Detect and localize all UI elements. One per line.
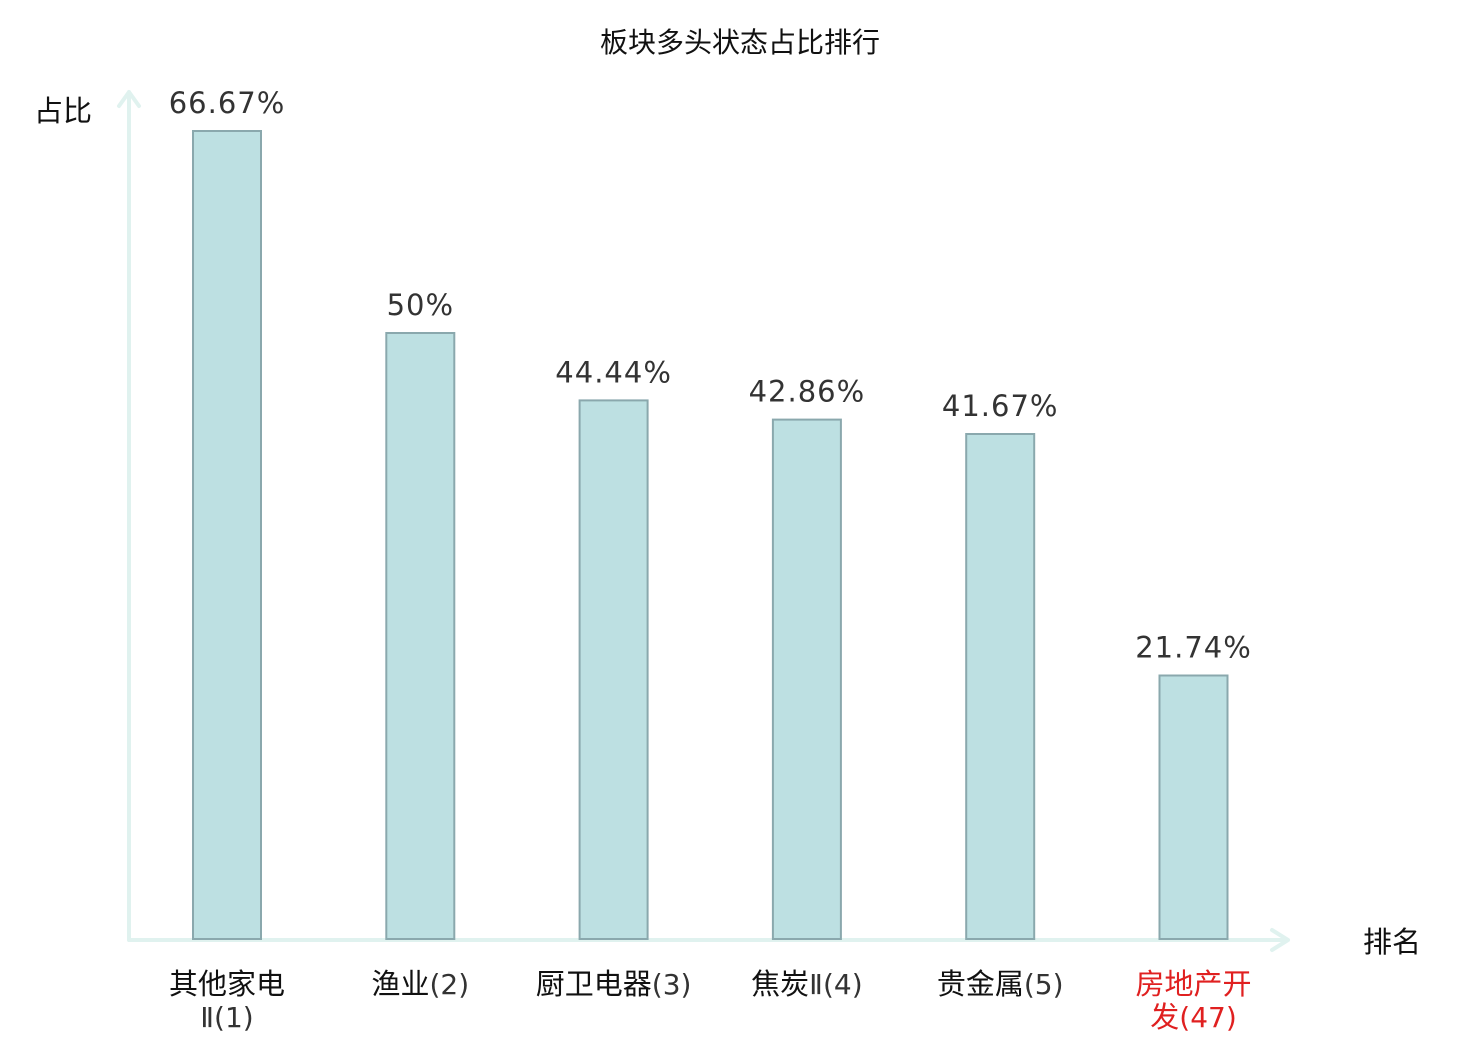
category-name: 发 (1150, 1000, 1179, 1034)
category-name: 渔业 (371, 967, 429, 1001)
category-rank: Ⅱ(1) (200, 1001, 253, 1034)
value-label: 66.67% (169, 86, 286, 120)
value-label: 44.44% (555, 355, 672, 389)
chart-title: 板块多头状态占比排行 (600, 26, 880, 59)
value-label: 21.74% (1135, 631, 1252, 665)
category-name: 其他家电 (169, 967, 285, 1001)
y-axis-line (117, 90, 141, 942)
category-name: 厨卫电器 (536, 967, 652, 1001)
category-rank: Ⅱ(4) (809, 968, 862, 1001)
value-label: 41.67% (942, 389, 1059, 423)
category-label-line: 房地产开 (1135, 967, 1251, 1001)
bar (965, 433, 1036, 940)
category-rank: (47) (1179, 1001, 1236, 1034)
category-rank: (5) (1024, 968, 1064, 1001)
value-label: 42.86% (749, 375, 866, 409)
x-axis-line (127, 928, 1290, 952)
category-label-line: 厨卫电器(3) (536, 967, 692, 1001)
category-name: 房地产开 (1135, 967, 1251, 1001)
category-label: 厨卫电器(3) (536, 967, 692, 1001)
bar (771, 418, 842, 941)
category-label-line: Ⅱ(1) (200, 1001, 253, 1034)
value-label: 50% (387, 288, 454, 322)
category-label-line: 发(47) (1150, 1000, 1237, 1034)
category-label: 渔业(2) (371, 967, 469, 1001)
value-labels-group: 66.67% 50% 44.44% 42.86% 41.67% 21.74% (169, 86, 1252, 665)
category-name: 焦炭 (751, 967, 809, 1001)
category-label-line: 焦炭Ⅱ(4) (751, 967, 862, 1001)
category-rank: (2) (429, 968, 469, 1001)
category-label: 焦炭Ⅱ(4) (751, 967, 862, 1001)
category-label: 贵金属(5) (937, 967, 1064, 1001)
category-label-line: 贵金属(5) (937, 967, 1064, 1001)
category-rank: (3) (652, 968, 692, 1001)
category-label-line: 渔业(2) (371, 967, 469, 1001)
category-label-line: 其他家电 (169, 967, 285, 1001)
bar (578, 399, 649, 940)
x-axis-label: 排名 (1363, 925, 1421, 959)
category-name: 贵金属 (937, 967, 1024, 1001)
bar (192, 130, 262, 940)
bar (385, 332, 456, 940)
bar (1158, 674, 1229, 940)
y-axis-label: 占比 (34, 94, 92, 128)
bars-group (192, 130, 1229, 941)
